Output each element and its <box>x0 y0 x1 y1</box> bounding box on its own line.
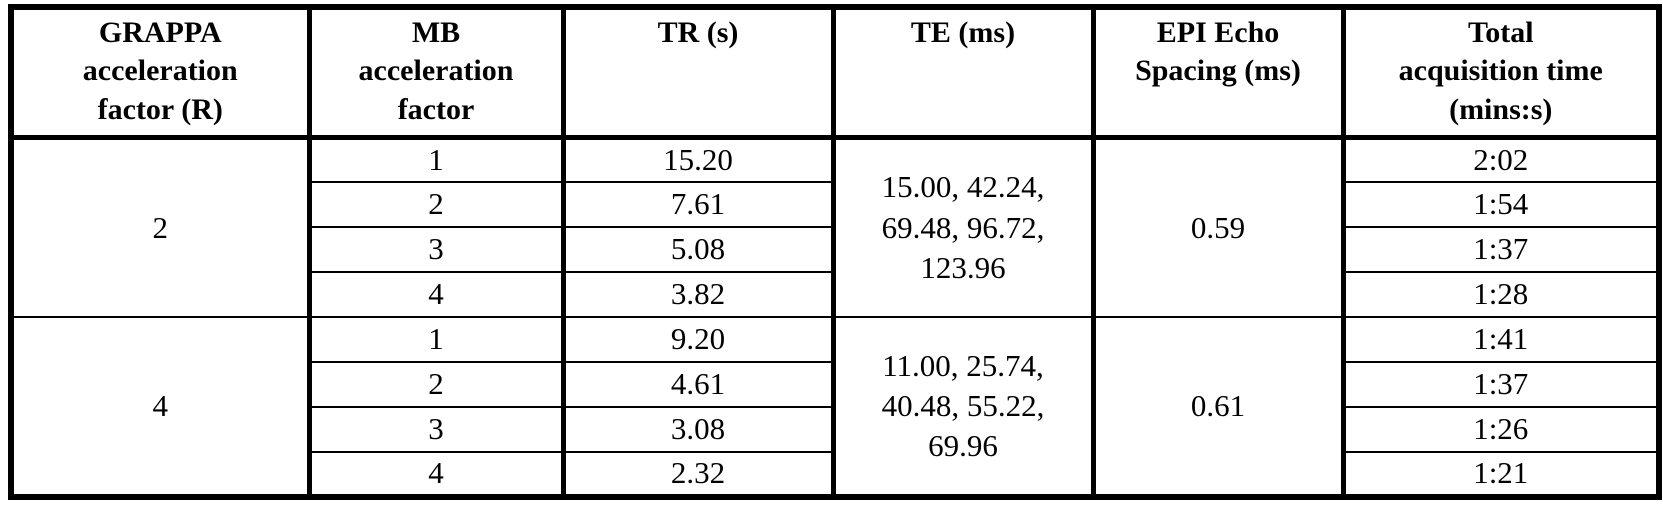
column-header-grappa-acceleration-factor: GRAPPA acceleration factor (R) <box>8 4 312 140</box>
mb-factor-cell: 1 <box>306 136 566 183</box>
mb-factor-cell: 2 <box>306 361 566 408</box>
total-acquisition-time-cell: 1:37 <box>1340 226 1662 273</box>
mb-factor-cell: 4 <box>306 451 566 498</box>
total-acquisition-time-cell: 1:41 <box>1340 316 1662 363</box>
table-row: 2 4.61 1:37 <box>11 361 1662 408</box>
mb-factor-cell: 4 <box>306 271 566 318</box>
table-row: 4 3.82 1:28 <box>11 271 1662 318</box>
te-cell: 15.00, 42.24, 69.48, 96.72, 123.96 <box>830 136 1096 318</box>
column-header-tr: TR (s) <box>560 4 836 140</box>
grappa-factor-cell: 2 <box>8 136 312 318</box>
tr-cell: 15.20 <box>560 136 836 183</box>
total-acquisition-time-cell: 1:37 <box>1340 361 1662 408</box>
table-row: 3 3.08 1:26 <box>11 406 1662 453</box>
epi-echo-spacing-cell: 0.61 <box>1090 316 1346 498</box>
epi-echo-spacing-cell: 0.59 <box>1090 136 1346 318</box>
tr-cell: 4.61 <box>560 361 836 408</box>
total-acquisition-time-cell: 2:02 <box>1340 136 1662 183</box>
table-header-row: GRAPPA acceleration factor (R) MB accele… <box>8 4 1662 140</box>
table-row: 4 1 9.20 11.00, 25.74, 40.48, 55.22, 69.… <box>8 316 1662 498</box>
total-acquisition-time-cell: 1:54 <box>1340 181 1662 228</box>
column-header-total-acquisition-time: Total acquisition time (mins:s) <box>1340 4 1662 140</box>
mb-factor-cell: 2 <box>306 181 566 228</box>
column-header-mb-acceleration-factor: MB acceleration factor <box>306 4 566 140</box>
column-header-epi-echo-spacing: EPI Echo Spacing (ms) <box>1090 4 1346 140</box>
table-row: 4 2.32 1:21 <box>11 451 1662 498</box>
table-row: 2 1 15.20 15.00, 42.24, 69.48, 96.72, 12… <box>8 136 1662 318</box>
tr-cell: 9.20 <box>560 316 836 363</box>
column-header-te: TE (ms) <box>830 4 1096 140</box>
table-row: 2 7.61 1:54 <box>11 181 1662 228</box>
tr-cell: 3.82 <box>560 271 836 318</box>
total-acquisition-time-cell: 1:21 <box>1340 451 1662 498</box>
mb-factor-cell: 1 <box>306 316 566 363</box>
table-row: 3 5.08 1:37 <box>11 226 1662 273</box>
mri-acquisition-parameters-table: GRAPPA acceleration factor (R) MB accele… <box>8 4 1662 500</box>
total-acquisition-time-cell: 1:26 <box>1340 406 1662 453</box>
mb-factor-cell: 3 <box>306 226 566 273</box>
total-acquisition-time-cell: 1:28 <box>1340 271 1662 318</box>
tr-cell: 2.32 <box>560 451 836 498</box>
grappa-factor-cell: 4 <box>8 316 312 498</box>
tr-cell: 7.61 <box>560 181 836 228</box>
tr-cell: 3.08 <box>560 406 836 453</box>
mb-factor-cell: 3 <box>306 406 566 453</box>
tr-cell: 5.08 <box>560 226 836 273</box>
table-container: GRAPPA acceleration factor (R) MB accele… <box>8 4 1662 500</box>
te-cell: 11.00, 25.74, 40.48, 55.22, 69.96 <box>830 316 1096 498</box>
